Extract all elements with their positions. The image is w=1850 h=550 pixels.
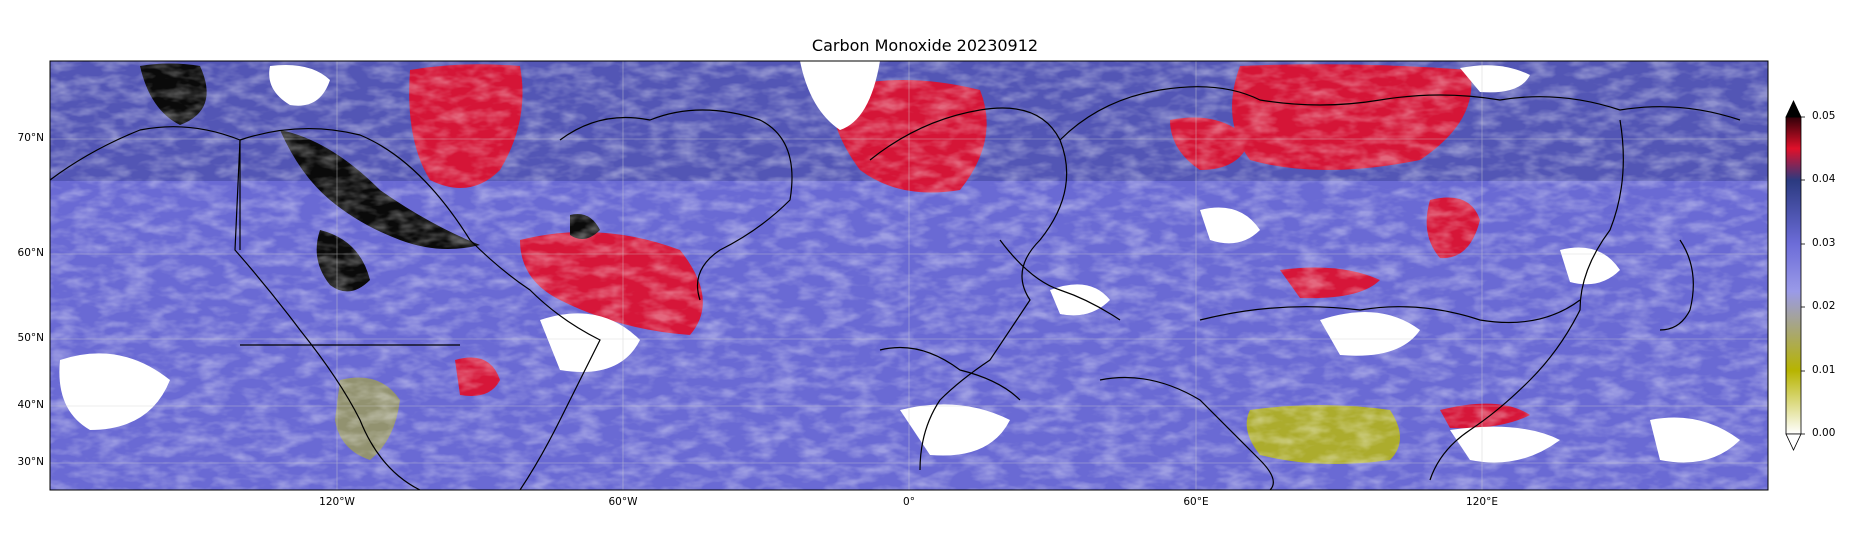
graticule [50,61,1768,490]
lon-label-0: 0° [903,496,915,508]
co-field [50,61,1768,490]
colorbar-label-002: 0.02 [1812,300,1836,312]
colorbar [1785,100,1805,451]
coastlines [50,86,1741,490]
colorbar-extend-max [1785,100,1802,118]
lat-label-60n: 60°N [17,247,44,259]
colorbar-ticks [1801,116,1805,435]
colorbar-gradient [1785,116,1802,435]
map-frame [49,60,1769,491]
lon-label-120w: 120°W [319,496,355,508]
lat-label-50n: 50°N [17,332,44,344]
lat-label-30n: 30°N [17,456,44,468]
colorbar-label-003: 0.03 [1812,237,1836,249]
colorbar-label-001: 0.01 [1812,364,1836,376]
lon-label-60e: 60°E [1183,496,1209,508]
lon-label-120e: 120°E [1466,496,1498,508]
map-title: Carbon Monoxide 20230912 [811,36,1039,55]
colorbar-extend-min [1785,433,1802,451]
colorbar-label-005: 0.05 [1812,110,1836,122]
lon-label-60w: 60°W [608,496,638,508]
lat-label-70n: 70°N [17,132,44,144]
lat-label-40n: 40°N [17,399,44,411]
colorbar-label-004: 0.04 [1812,173,1836,185]
colorbar-label-000: 0.00 [1812,427,1836,439]
